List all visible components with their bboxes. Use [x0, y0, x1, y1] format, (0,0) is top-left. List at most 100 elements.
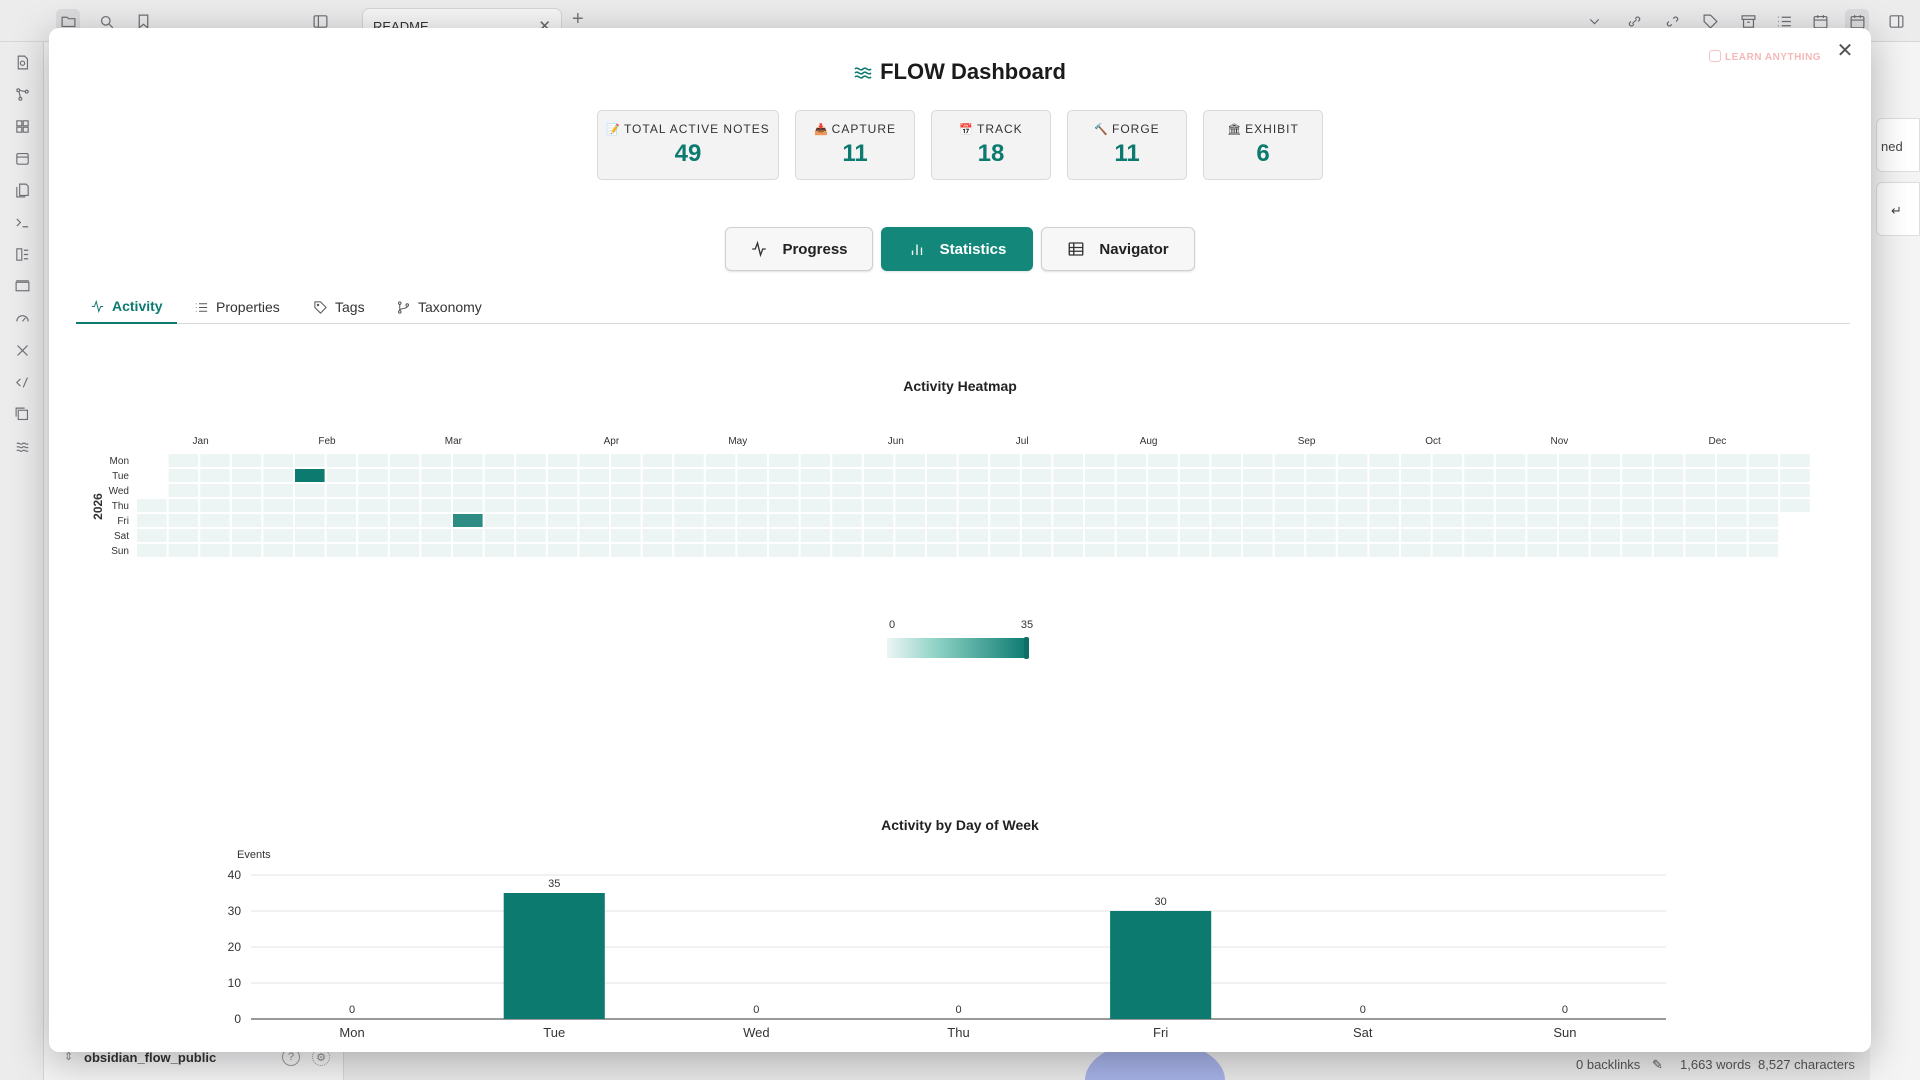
heatmap-cell[interactable] — [231, 529, 262, 542]
heatmap-cell[interactable] — [1527, 514, 1557, 527]
heatmap-cell[interactable] — [1116, 544, 1147, 557]
heatmap-cell[interactable] — [137, 544, 167, 557]
heatmap-cell[interactable] — [1432, 514, 1463, 527]
heatmap-cell[interactable] — [1369, 529, 1399, 542]
heatmap-cell[interactable] — [769, 544, 799, 557]
heatmap-cell[interactable] — [863, 499, 894, 512]
heatmap-cell[interactable] — [1401, 484, 1431, 497]
heatmap-cell[interactable] — [958, 454, 989, 467]
heatmap-cell[interactable] — [1559, 529, 1589, 542]
heatmap-cell[interactable] — [1274, 499, 1305, 512]
heatmap-cell[interactable] — [1748, 529, 1779, 542]
heatmap-cell[interactable] — [421, 454, 451, 467]
heatmap-cell[interactable] — [1685, 544, 1715, 557]
heatmap-cell[interactable] — [1021, 499, 1052, 512]
heatmap-cell[interactable] — [1085, 454, 1115, 467]
heatmap-cell[interactable] — [1306, 454, 1336, 467]
heatmap-cell[interactable] — [927, 529, 957, 542]
layers-icon[interactable] — [10, 402, 34, 426]
heatmap-cell[interactable] — [389, 544, 420, 557]
heatmap-cell[interactable] — [389, 454, 420, 467]
tab-properties[interactable]: Properties — [194, 290, 280, 324]
heatmap-cell[interactable] — [990, 514, 1020, 527]
heatmap-cell[interactable] — [674, 544, 704, 557]
heatmap-cell[interactable] — [1337, 529, 1368, 542]
heatmap-cell[interactable] — [453, 499, 483, 512]
right-panel-card[interactable]: ↵ — [1876, 182, 1920, 236]
statistics-button[interactable]: Statistics — [881, 227, 1033, 271]
heatmap-cell[interactable] — [1021, 544, 1052, 557]
heatmap-cell[interactable] — [705, 499, 736, 512]
heatmap-cell[interactable] — [800, 469, 831, 482]
heatmap-cell[interactable] — [1243, 454, 1273, 467]
unlink-icon[interactable] — [1660, 9, 1684, 33]
heatmap-cell[interactable] — [1274, 454, 1305, 467]
heatmap-cell[interactable] — [547, 469, 578, 482]
heatmap-cell[interactable] — [1527, 469, 1557, 482]
heatmap-cell[interactable] — [168, 484, 199, 497]
heatmap-cell[interactable] — [579, 529, 609, 542]
kanban-icon[interactable] — [10, 242, 34, 266]
heatmap-cell[interactable] — [958, 529, 989, 542]
heatmap-cell[interactable] — [1337, 484, 1368, 497]
heatmap-cell[interactable] — [547, 514, 578, 527]
heatmap-cell[interactable] — [231, 484, 262, 497]
heatmap-cell[interactable] — [1495, 529, 1526, 542]
heatmap-cell[interactable] — [800, 544, 831, 557]
heatmap-cell[interactable] — [927, 454, 957, 467]
heatmap-cell[interactable] — [737, 454, 767, 467]
heatmap-cell[interactable] — [1464, 529, 1494, 542]
heatmap-cell[interactable] — [1653, 454, 1684, 467]
heatmap-cell[interactable] — [1464, 514, 1494, 527]
heatmap-cell[interactable] — [705, 514, 736, 527]
heatmap-cell[interactable] — [990, 454, 1020, 467]
heatmap-cell[interactable] — [579, 544, 609, 557]
heatmap-cell[interactable] — [579, 454, 609, 467]
heatmap-cell[interactable] — [1780, 454, 1810, 467]
vault-switcher-icon[interactable]: ⇕ — [64, 1051, 74, 1063]
heatmap-cell[interactable] — [863, 529, 894, 542]
heatmap-cell[interactable] — [547, 499, 578, 512]
heatmap-cell[interactable] — [1274, 514, 1305, 527]
heatmap-cell[interactable] — [484, 514, 515, 527]
heatmap-cell[interactable] — [326, 544, 357, 557]
heatmap-cell[interactable] — [1274, 544, 1305, 557]
heatmap-cell[interactable] — [769, 499, 799, 512]
heatmap-cell[interactable] — [1590, 484, 1621, 497]
heatmap-cell[interactable] — [484, 484, 515, 497]
heatmap-cell[interactable] — [389, 499, 420, 512]
heatmap-cell[interactable] — [800, 454, 831, 467]
heatmap-cell[interactable] — [1590, 529, 1621, 542]
heatmap-cell[interactable] — [326, 469, 357, 482]
heatmap-cell[interactable] — [769, 514, 799, 527]
heatmap-cell[interactable] — [800, 499, 831, 512]
progress-button[interactable]: Progress — [725, 227, 873, 271]
heatmap-cell[interactable] — [1622, 544, 1652, 557]
heatmap-cell[interactable] — [1527, 544, 1557, 557]
heatmap-cell[interactable] — [1685, 514, 1715, 527]
heatmap-cell[interactable] — [1211, 499, 1241, 512]
heatmap-cell[interactable] — [295, 484, 325, 497]
legend-handle[interactable] — [1024, 637, 1029, 659]
heatmap-cell[interactable] — [1464, 469, 1494, 482]
flow-icon[interactable] — [10, 434, 34, 458]
heatmap-cell[interactable] — [1653, 544, 1684, 557]
heatmap-cell[interactable] — [1053, 454, 1083, 467]
heatmap-cell[interactable] — [1337, 454, 1368, 467]
heatmap-cell[interactable] — [516, 529, 546, 542]
heatmap-cell[interactable] — [1653, 514, 1684, 527]
heatmap-cell[interactable] — [1369, 454, 1399, 467]
heatmap-cell[interactable] — [1559, 544, 1589, 557]
heatmap-cell[interactable] — [1053, 469, 1083, 482]
heatmap-cell[interactable] — [737, 514, 767, 527]
heatmap-cell[interactable] — [1685, 469, 1715, 482]
heatmap-cell[interactable] — [1306, 529, 1336, 542]
heatmap-cell[interactable] — [1685, 484, 1715, 497]
heatmap-cell[interactable] — [1748, 544, 1779, 557]
heatmap-cell[interactable] — [1717, 514, 1747, 527]
heatmap-cell[interactable] — [1401, 454, 1431, 467]
heatmap-cell[interactable] — [1053, 484, 1083, 497]
heatmap-cell[interactable] — [642, 484, 673, 497]
heatmap-cell[interactable] — [200, 499, 230, 512]
heatmap-cell[interactable] — [1432, 454, 1463, 467]
